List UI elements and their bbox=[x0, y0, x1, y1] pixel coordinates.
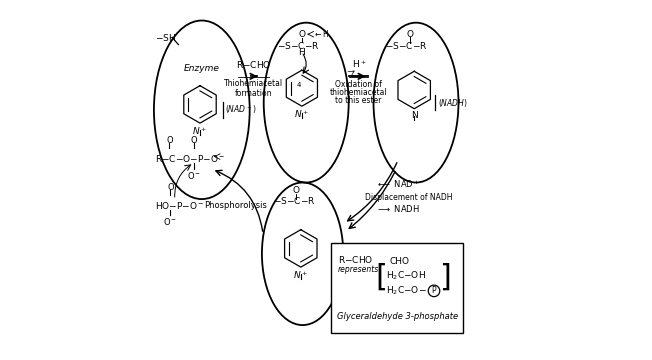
Text: O: O bbox=[406, 30, 413, 39]
Text: H$_2$C$-$OH: H$_2$C$-$OH bbox=[387, 269, 426, 282]
Text: $-$S$-$C$-$R: $-$S$-$C$-$R bbox=[273, 195, 316, 206]
Text: O: O bbox=[166, 136, 173, 145]
Text: $-$SH: $-$SH bbox=[155, 32, 176, 43]
Text: to this ester: to this ester bbox=[335, 96, 381, 105]
Text: 4: 4 bbox=[297, 82, 301, 88]
Text: O: O bbox=[293, 186, 300, 195]
Text: CHO: CHO bbox=[389, 256, 409, 266]
Text: O$^-$: O$^-$ bbox=[164, 216, 177, 227]
Text: formation: formation bbox=[235, 89, 273, 98]
Text: O: O bbox=[298, 31, 305, 40]
Text: $N^+$: $N^+$ bbox=[294, 108, 310, 120]
Text: Oxidation of: Oxidation of bbox=[335, 80, 382, 89]
Text: R$-$CHO: R$-$CHO bbox=[338, 254, 373, 265]
Text: $(NAD^+)$: $(NAD^+)$ bbox=[225, 103, 257, 116]
Text: H$_2$C$-$O$-$: H$_2$C$-$O$-$ bbox=[387, 285, 427, 297]
Text: $\leftarrow$H: $\leftarrow$H bbox=[313, 28, 329, 39]
Text: P: P bbox=[432, 287, 436, 295]
Text: Phosphorolysis: Phosphorolysis bbox=[204, 201, 267, 210]
Text: Displacement of NADH: Displacement of NADH bbox=[365, 193, 452, 202]
Text: represents: represents bbox=[338, 265, 379, 274]
Text: N: N bbox=[411, 111, 417, 120]
Text: HO$-$P$-$O$^-$: HO$-$P$-$O$^-$ bbox=[155, 200, 204, 211]
Text: Thiohemiacetal: Thiohemiacetal bbox=[224, 79, 284, 88]
Text: Glyceraldehyde 3-phosphate: Glyceraldehyde 3-phosphate bbox=[338, 312, 458, 321]
Text: O: O bbox=[167, 184, 174, 192]
Text: $\longrightarrow$ NADH: $\longrightarrow$ NADH bbox=[376, 203, 421, 214]
Text: [: [ bbox=[376, 263, 388, 292]
Text: $N^+$: $N^+$ bbox=[293, 269, 308, 281]
Text: $\longleftarrow$ NAD$^+$: $\longleftarrow$ NAD$^+$ bbox=[376, 179, 421, 190]
Text: O: O bbox=[190, 136, 197, 145]
Text: thiohemiacetal: thiohemiacetal bbox=[330, 88, 387, 97]
Text: H: H bbox=[298, 48, 305, 57]
Text: R$-$CHO: R$-$CHO bbox=[236, 59, 272, 70]
Text: Enzyme: Enzyme bbox=[184, 64, 220, 73]
Text: O$^-$: O$^-$ bbox=[187, 170, 201, 181]
Text: ]: ] bbox=[439, 263, 451, 292]
Text: $(NADH)$: $(NADH)$ bbox=[437, 96, 467, 109]
Text: $-$S$-$C$-$R: $-$S$-$C$-$R bbox=[277, 40, 320, 50]
Text: $N^+$: $N^+$ bbox=[192, 125, 207, 137]
Text: H$^+$: H$^+$ bbox=[352, 58, 367, 70]
Text: R$-$C$-$O$-$P$-$O$^-$: R$-$C$-$O$-$P$-$O$^-$ bbox=[155, 153, 225, 164]
FancyBboxPatch shape bbox=[331, 243, 463, 333]
Text: $-$S$-$C$-$R: $-$S$-$C$-$R bbox=[385, 40, 428, 50]
